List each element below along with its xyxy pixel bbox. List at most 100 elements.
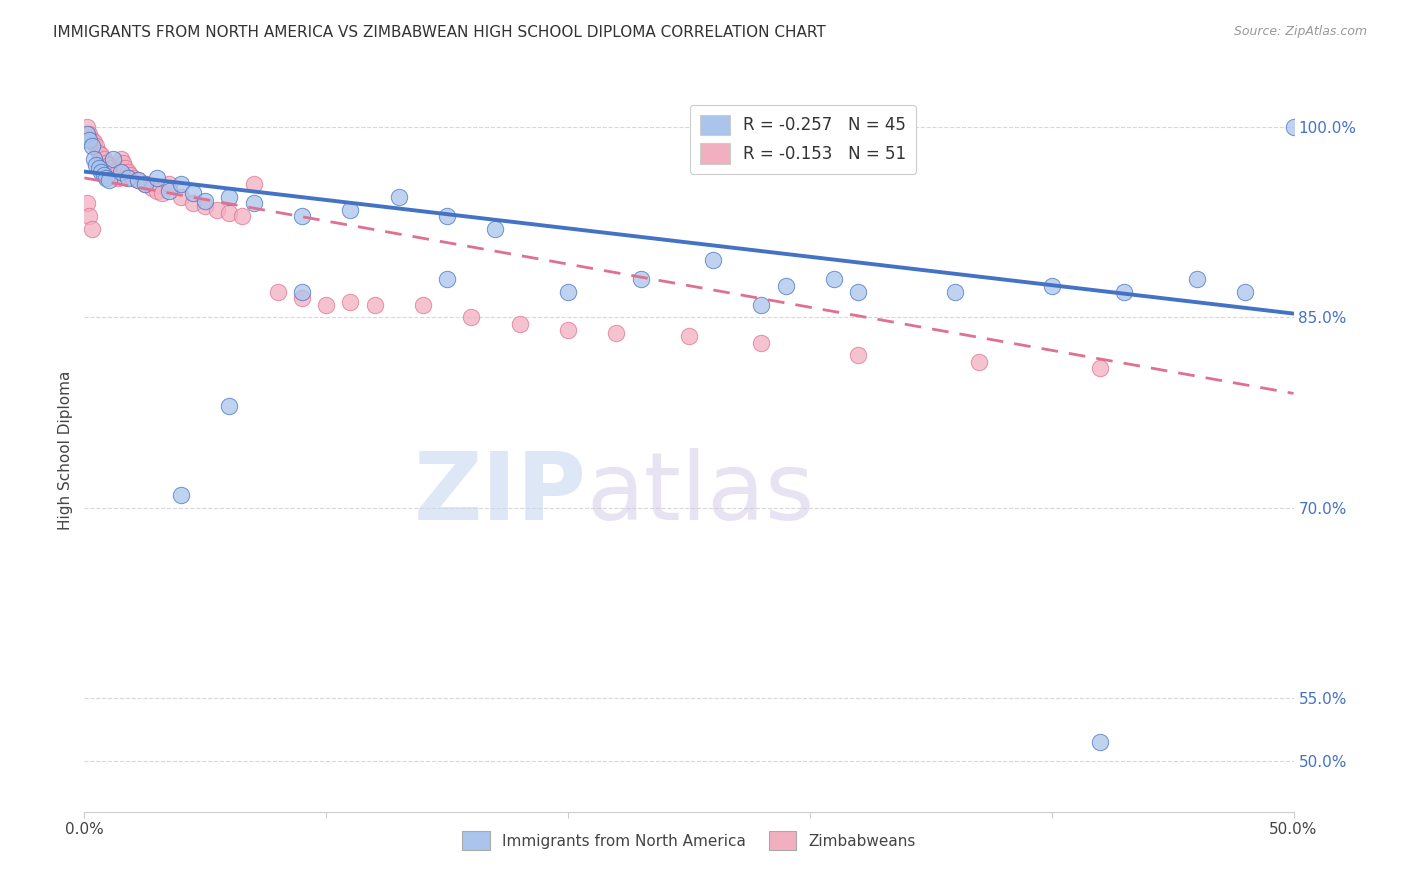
Point	[170, 178, 193, 192]
Text: ZIP: ZIP	[413, 448, 586, 540]
Point	[134, 178, 156, 192]
Point	[181, 196, 204, 211]
Point	[77, 133, 100, 147]
Point	[218, 206, 240, 220]
Point	[231, 209, 253, 223]
Point	[83, 152, 105, 166]
Point	[291, 291, 314, 305]
Point	[436, 209, 458, 223]
Point	[127, 173, 149, 187]
Point	[775, 278, 797, 293]
Point	[76, 196, 98, 211]
Point	[110, 152, 132, 166]
Point	[157, 178, 180, 192]
Text: IMMIGRANTS FROM NORTH AMERICA VS ZIMBABWEAN HIGH SCHOOL DIPLOMA CORRELATION CHAR: IMMIGRANTS FROM NORTH AMERICA VS ZIMBABW…	[53, 25, 827, 40]
Point	[1185, 272, 1208, 286]
Point	[114, 161, 136, 175]
Point	[86, 158, 108, 172]
Point	[315, 298, 337, 312]
Point	[751, 335, 773, 350]
Point	[112, 155, 135, 169]
Point	[157, 184, 180, 198]
Legend: Immigrants from North America, Zimbabweans: Immigrants from North America, Zimbabwea…	[456, 825, 922, 856]
Point	[1040, 278, 1063, 293]
Point	[83, 136, 105, 150]
Point	[94, 155, 117, 169]
Point	[194, 199, 217, 213]
Point	[94, 170, 117, 185]
Point	[90, 164, 112, 178]
Point	[242, 178, 264, 192]
Point	[207, 202, 229, 217]
Point	[107, 170, 129, 185]
Point	[339, 295, 361, 310]
Point	[605, 326, 627, 340]
Point	[823, 272, 845, 286]
Point	[242, 196, 264, 211]
Point	[291, 285, 314, 299]
Point	[120, 169, 142, 183]
Point	[557, 285, 579, 299]
Point	[87, 145, 110, 160]
Point	[170, 488, 193, 502]
Point	[1114, 285, 1136, 299]
Point	[460, 310, 482, 325]
Point	[77, 127, 100, 141]
Point	[339, 202, 361, 217]
Point	[1088, 361, 1111, 376]
Point	[1088, 735, 1111, 749]
Point	[127, 173, 149, 187]
Point	[134, 178, 156, 192]
Point	[218, 190, 240, 204]
Point	[77, 209, 100, 223]
Point	[267, 285, 290, 299]
Point	[117, 164, 139, 178]
Point	[103, 152, 125, 166]
Point	[1234, 285, 1257, 299]
Point	[97, 158, 120, 172]
Point	[90, 148, 112, 162]
Point	[363, 298, 385, 312]
Point	[702, 253, 724, 268]
Point	[388, 190, 411, 204]
Point	[76, 120, 98, 135]
Point	[146, 170, 169, 185]
Point	[846, 348, 869, 362]
Text: atlas: atlas	[586, 448, 814, 540]
Point	[967, 355, 990, 369]
Point	[93, 152, 115, 166]
Point	[484, 221, 506, 235]
Point	[181, 186, 204, 201]
Point	[121, 170, 143, 185]
Point	[751, 298, 773, 312]
Point	[291, 209, 314, 223]
Point	[146, 184, 169, 198]
Point	[218, 399, 240, 413]
Point	[76, 127, 98, 141]
Text: Source: ZipAtlas.com: Source: ZipAtlas.com	[1233, 25, 1367, 38]
Point	[141, 181, 163, 195]
Point	[436, 272, 458, 286]
Point	[80, 133, 103, 147]
Point	[943, 285, 966, 299]
Point	[170, 190, 193, 204]
Point	[117, 170, 139, 185]
Point	[846, 285, 869, 299]
Point	[678, 329, 700, 343]
Point	[103, 164, 125, 178]
Point	[86, 139, 108, 153]
Point	[412, 298, 434, 312]
Point	[87, 161, 110, 175]
Point	[104, 167, 127, 181]
Point	[110, 164, 132, 178]
Point	[100, 161, 122, 175]
Point	[630, 272, 652, 286]
Point	[80, 221, 103, 235]
Y-axis label: High School Diploma: High School Diploma	[58, 371, 73, 530]
Point	[557, 323, 579, 337]
Point	[97, 173, 120, 187]
Point	[509, 317, 531, 331]
Point	[194, 194, 217, 208]
Point	[93, 169, 115, 183]
Point	[150, 186, 173, 201]
